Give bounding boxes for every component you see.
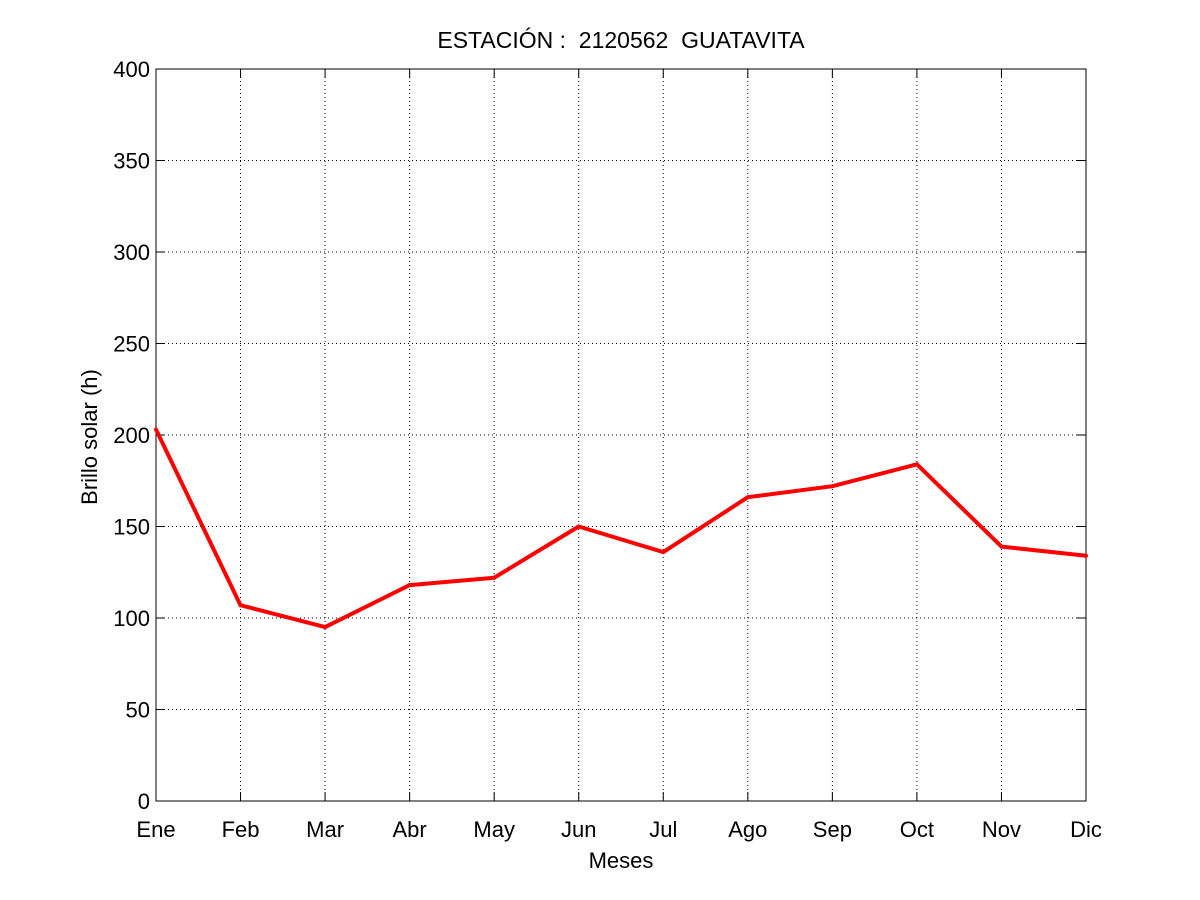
x-tick-label: Abr: [393, 817, 427, 842]
x-axis-label: Meses: [589, 848, 654, 873]
data-point: [323, 625, 328, 630]
data-point: [154, 427, 158, 432]
tick-marks: [155, 68, 1087, 802]
data-point: [407, 583, 412, 588]
y-tick-label: 50: [126, 698, 150, 723]
x-tick-label: Jun: [561, 817, 596, 842]
y-tick-label: 400: [113, 57, 150, 82]
data-point: [999, 544, 1004, 549]
plot-frame: [155, 68, 1087, 802]
data-point: [830, 484, 835, 489]
chart-title: ESTACIÓN : 2120562 GUATAVITA: [437, 27, 805, 53]
data-point: [1084, 553, 1088, 558]
x-tick-label: Feb: [222, 817, 260, 842]
data-point: [745, 495, 750, 500]
data-point: [576, 524, 581, 529]
data-point: [238, 603, 243, 608]
y-tick-label: 150: [113, 515, 150, 540]
x-tick-label: Ene: [136, 817, 175, 842]
y-tick-label: 300: [113, 240, 150, 265]
grid: [156, 69, 1086, 801]
x-tick-label: May: [473, 817, 515, 842]
data-point: [914, 462, 919, 467]
x-tick-label: Sep: [813, 817, 852, 842]
x-tick-labels: Ene Feb Mar Abr May Jun Jul Ago Sep Oct Nov Dic: [136, 817, 1101, 842]
x-tick-label: Dic: [1070, 817, 1102, 842]
data-point: [661, 550, 666, 555]
y-axis-label: Brillo solar (h): [77, 369, 102, 505]
y-tick-label: 250: [113, 332, 150, 357]
data-point: [492, 575, 497, 580]
x-tick-label: Mar: [306, 817, 344, 842]
series-line: [154, 428, 1087, 630]
y-tick-label: 350: [113, 149, 150, 174]
x-tick-label: Jul: [649, 817, 677, 842]
series: [154, 427, 1088, 630]
y-tick-label: 100: [113, 606, 150, 631]
x-tick-label: Oct: [900, 817, 934, 842]
y-tick-label: 200: [113, 423, 150, 448]
x-tick-label: Nov: [982, 817, 1021, 842]
y-tick-labels: 0 50 100 150 200 250 300 350 400: [113, 57, 150, 814]
y-tick-label: 0: [138, 789, 150, 814]
x-tick-label: Ago: [728, 817, 767, 842]
